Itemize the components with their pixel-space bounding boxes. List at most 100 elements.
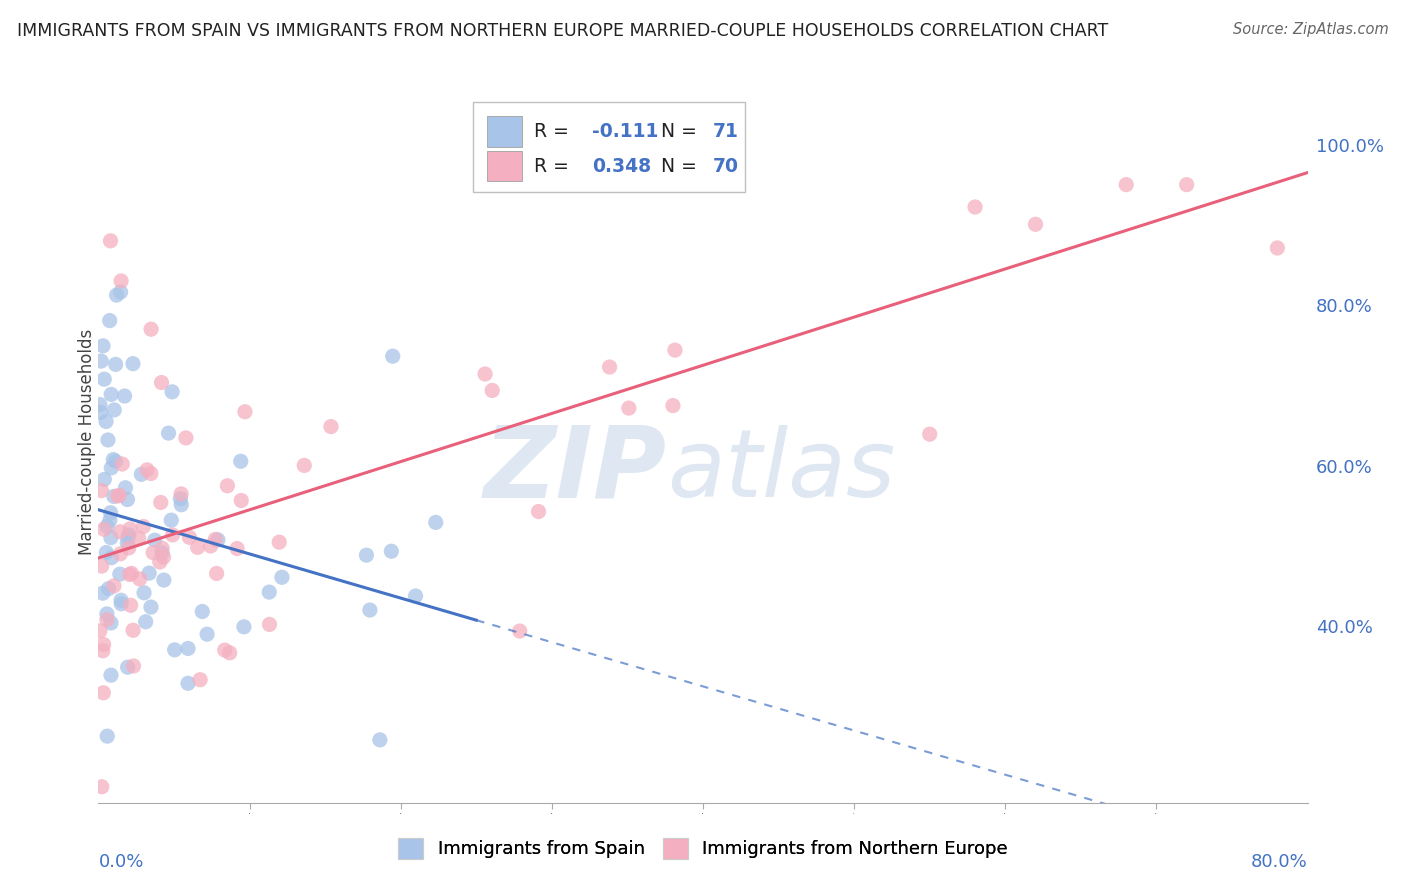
Point: [97, 582, 120, 596]
Point: [150, 376, 173, 390]
Point: [139, 600, 162, 615]
Point: [97, 433, 120, 447]
Point: [187, 541, 209, 555]
Point: [96, 729, 118, 743]
Point: [356, 548, 378, 562]
Point: [269, 535, 291, 549]
Point: [120, 566, 142, 581]
Point: [1327, 318, 1350, 333]
Point: [150, 541, 173, 556]
Point: [481, 384, 503, 398]
Point: [132, 519, 155, 533]
Point: [218, 646, 240, 660]
Point: [118, 522, 141, 536]
Point: [160, 384, 183, 399]
Text: 70: 70: [713, 157, 738, 176]
Point: [90, 405, 112, 419]
Point: [100, 460, 122, 475]
Point: [139, 322, 162, 336]
Point: [191, 605, 214, 619]
Point: [100, 550, 122, 565]
Point: [527, 504, 550, 518]
Point: [195, 627, 218, 641]
Text: ZIP: ZIP: [484, 422, 666, 519]
Point: [96, 613, 118, 627]
Point: [131, 467, 153, 482]
Point: [174, 431, 197, 445]
Point: [132, 586, 155, 600]
Point: [118, 567, 141, 582]
Point: [100, 387, 122, 401]
Point: [1175, 178, 1198, 192]
Point: [100, 531, 122, 545]
Point: [292, 458, 315, 473]
Text: IMMIGRANTS FROM SPAIN VS IMMIGRANTS FROM NORTHERN EUROPE MARRIED-COUPLE HOUSEHOL: IMMIGRANTS FROM SPAIN VS IMMIGRANTS FROM…: [17, 22, 1108, 40]
Point: [271, 570, 294, 584]
Point: [93, 372, 115, 386]
Point: [177, 676, 200, 690]
Point: [405, 589, 427, 603]
Point: [918, 427, 941, 442]
Point: [117, 492, 139, 507]
Point: [118, 528, 141, 542]
Point: [259, 617, 281, 632]
Point: [122, 659, 145, 673]
Point: [128, 572, 150, 586]
Point: [91, 339, 114, 353]
Point: [381, 349, 404, 363]
Point: [100, 668, 122, 682]
Point: [233, 405, 256, 419]
Point: [117, 530, 139, 544]
Point: [93, 522, 115, 536]
Point: [114, 389, 136, 403]
Point: [474, 367, 496, 381]
Point: [135, 615, 157, 629]
Point: [103, 403, 125, 417]
Point: [319, 419, 342, 434]
Point: [98, 513, 121, 527]
Point: [152, 550, 174, 565]
Text: 71: 71: [713, 122, 738, 141]
Text: N =: N =: [661, 157, 703, 176]
Point: [107, 489, 129, 503]
Point: [157, 426, 180, 441]
Point: [143, 533, 166, 548]
Text: 0.348: 0.348: [592, 157, 651, 176]
Point: [205, 566, 228, 581]
Point: [138, 566, 160, 581]
Point: [103, 452, 125, 467]
Point: [142, 546, 165, 560]
Point: [104, 454, 127, 468]
Point: [110, 285, 132, 299]
Point: [100, 506, 122, 520]
Point: [231, 493, 253, 508]
Point: [90, 483, 112, 498]
Point: [163, 643, 186, 657]
Point: [188, 673, 211, 687]
Point: [162, 528, 184, 542]
Point: [128, 532, 150, 546]
Point: [359, 603, 381, 617]
FancyBboxPatch shape: [474, 102, 745, 193]
Point: [170, 498, 193, 512]
Point: [100, 615, 122, 630]
Text: R =: R =: [534, 157, 575, 176]
Point: [114, 481, 136, 495]
Text: 0.0%: 0.0%: [98, 854, 143, 871]
Text: -0.111: -0.111: [592, 122, 658, 141]
Point: [98, 313, 121, 327]
Point: [108, 488, 131, 502]
Point: [170, 487, 193, 501]
Point: [139, 467, 162, 481]
Y-axis label: Married-couple Households: Married-couple Households: [79, 328, 96, 555]
Point: [111, 457, 134, 471]
Point: [89, 398, 111, 412]
Point: [169, 491, 191, 506]
Point: [105, 288, 128, 302]
Point: [110, 274, 132, 288]
Point: [1267, 241, 1289, 255]
Point: [93, 686, 115, 700]
Point: [103, 489, 125, 503]
Point: [368, 732, 391, 747]
Point: [103, 579, 125, 593]
